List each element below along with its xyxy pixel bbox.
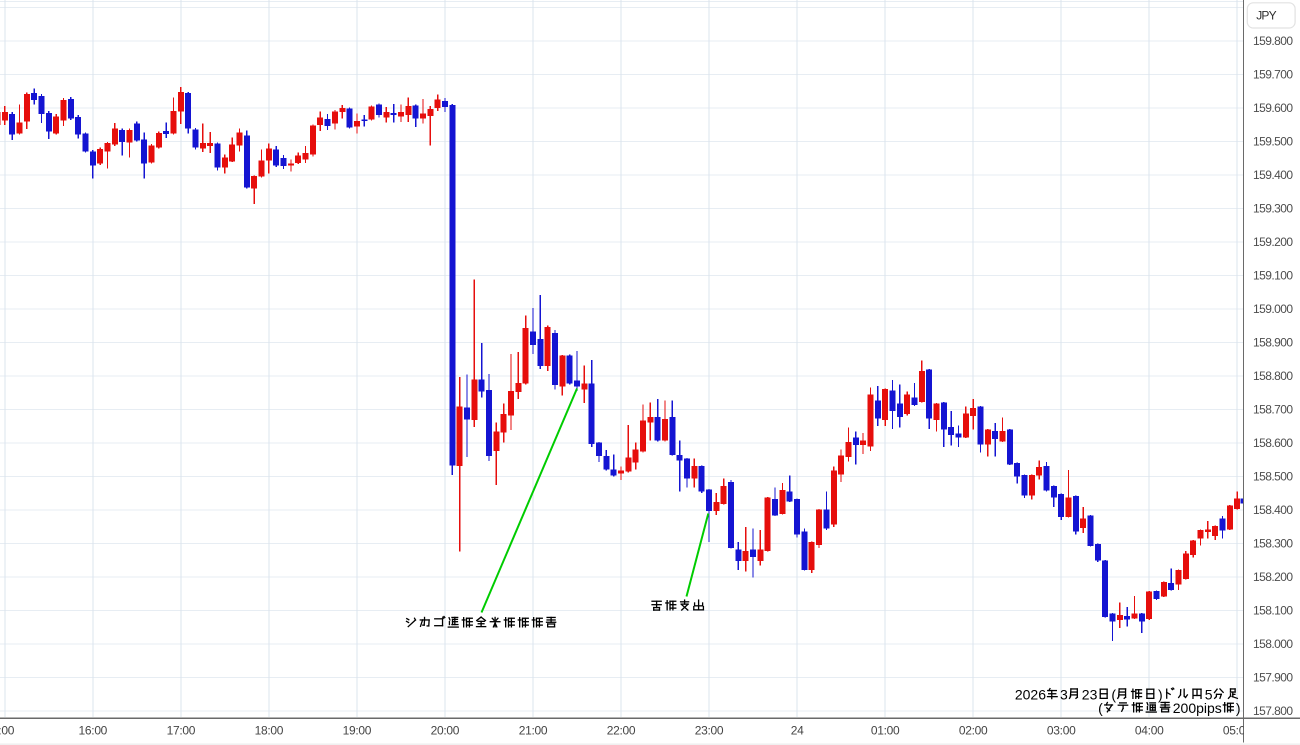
svg-text:21:00: 21:00 [519, 724, 548, 738]
svg-text:158.200: 158.200 [1253, 570, 1293, 584]
svg-text:02:00: 02:00 [959, 724, 988, 738]
svg-text:23: 23 [1082, 687, 1098, 703]
svg-text:159.600: 159.600 [1253, 101, 1293, 115]
svg-text:158.300: 158.300 [1253, 537, 1293, 551]
svg-text:16:00: 16:00 [79, 724, 108, 738]
svg-text:158.700: 158.700 [1253, 403, 1293, 417]
svg-text:22:00: 22:00 [607, 724, 636, 738]
svg-text:5: 5 [1205, 687, 1213, 703]
svg-text:159.800: 159.800 [1253, 34, 1293, 48]
svg-text:20:00: 20:00 [431, 724, 460, 738]
svg-text:17:00: 17:00 [167, 724, 196, 738]
svg-text:158.100: 158.100 [1253, 604, 1293, 618]
svg-text:159.700: 159.700 [1253, 68, 1293, 82]
svg-text:159.400: 159.400 [1253, 168, 1293, 182]
svg-text:(: ( [1098, 700, 1103, 716]
svg-text:157.800: 157.800 [1253, 704, 1293, 718]
svg-text:15:00: 15:00 [0, 724, 15, 738]
svg-text:159.000: 159.000 [1253, 302, 1293, 316]
svg-text:158.800: 158.800 [1253, 369, 1293, 383]
svg-text:159.100: 159.100 [1253, 269, 1293, 283]
svg-text:18:00: 18:00 [255, 724, 284, 738]
svg-text:158.400: 158.400 [1253, 503, 1293, 517]
svg-text:157.900: 157.900 [1253, 671, 1293, 685]
svg-text:2026: 2026 [1015, 687, 1046, 703]
svg-text:158.000: 158.000 [1253, 637, 1293, 651]
svg-text:04:00: 04:00 [1135, 724, 1164, 738]
svg-text:158.900: 158.900 [1253, 336, 1293, 350]
svg-text:200pips: 200pips [1173, 700, 1222, 716]
svg-text:23:00: 23:00 [695, 724, 724, 738]
svg-text:01:00: 01:00 [871, 724, 900, 738]
svg-text:159.200: 159.200 [1253, 235, 1293, 249]
svg-text:): ) [1158, 687, 1163, 703]
svg-text:24: 24 [791, 724, 804, 738]
svg-text:19:00: 19:00 [343, 724, 372, 738]
svg-text:158.600: 158.600 [1253, 436, 1293, 450]
svg-text:3: 3 [1060, 687, 1068, 703]
svg-text:): ) [1236, 700, 1241, 716]
svg-text:(: ( [1111, 687, 1116, 703]
svg-text:158.500: 158.500 [1253, 470, 1293, 484]
svg-text:159.300: 159.300 [1253, 202, 1293, 216]
svg-text:05:00: 05:00 [1223, 724, 1252, 738]
svg-text:03:00: 03:00 [1047, 724, 1076, 738]
svg-text:JPY: JPY [1256, 9, 1276, 23]
svg-text:159.500: 159.500 [1253, 135, 1293, 149]
